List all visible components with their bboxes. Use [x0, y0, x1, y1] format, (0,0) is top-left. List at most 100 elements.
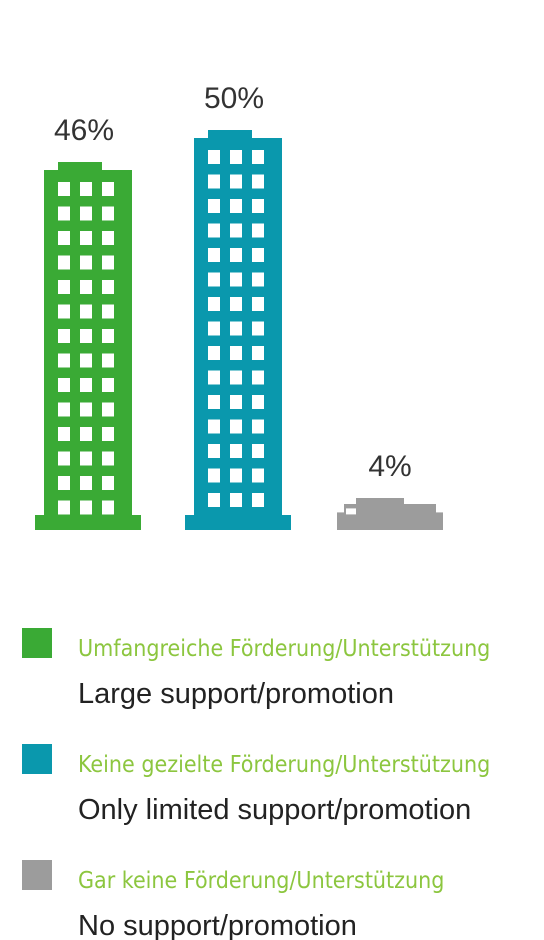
window: [80, 280, 92, 294]
legend-swatch: [22, 628, 52, 658]
window: [230, 297, 242, 311]
legend-sublabel: Large support/promotion: [78, 678, 394, 710]
window: [102, 378, 114, 392]
window: [102, 255, 114, 270]
window: [230, 468, 242, 483]
window: [102, 182, 114, 196]
building-cap: [208, 130, 252, 140]
window: [80, 476, 92, 490]
window: [58, 206, 70, 221]
window: [80, 402, 92, 417]
window: [252, 468, 264, 483]
window: [208, 395, 220, 409]
window: [252, 199, 264, 213]
legend-label: Umfangreiche Förderung/Unterstützung: [78, 636, 490, 662]
window: [80, 255, 92, 270]
window: [80, 500, 92, 515]
window: [80, 304, 92, 319]
value-label: 50%: [204, 82, 264, 115]
building-cap: [58, 162, 102, 172]
window: [102, 451, 114, 466]
window: [102, 280, 114, 294]
window: [208, 346, 220, 360]
legend-sublabel: No support/promotion: [78, 910, 357, 940]
window: [58, 500, 70, 515]
window: [58, 329, 70, 343]
window: [80, 231, 92, 245]
window: [230, 370, 242, 385]
window: [230, 395, 242, 409]
window: [208, 150, 220, 164]
window: [208, 370, 220, 385]
window: [80, 182, 92, 196]
window: [58, 476, 70, 490]
window: [58, 182, 70, 196]
window: [58, 402, 70, 417]
window: [58, 231, 70, 245]
window: [230, 321, 242, 336]
window: [58, 378, 70, 392]
window: [80, 451, 92, 466]
window: [102, 353, 114, 368]
window: [230, 223, 242, 238]
window: [230, 272, 242, 287]
window: [208, 199, 220, 213]
window: [102, 231, 114, 245]
window: [80, 378, 92, 392]
window: [252, 223, 264, 238]
window: [208, 321, 220, 336]
value-label: 4%: [368, 450, 411, 483]
window: [58, 353, 70, 368]
value-label: 46%: [54, 114, 114, 147]
window: [252, 248, 264, 262]
window: [230, 248, 242, 262]
window: [102, 476, 114, 490]
window: [230, 346, 242, 360]
window: [252, 370, 264, 385]
window: [252, 150, 264, 164]
window: [252, 272, 264, 287]
legend-sublabel: Only limited support/promotion: [78, 794, 471, 826]
window: [102, 329, 114, 343]
window: [208, 248, 220, 262]
window: [252, 346, 264, 360]
building-cap: [356, 498, 404, 506]
window: [208, 444, 220, 458]
legend-label: Gar keine Förderung/Unterstützung: [78, 868, 444, 894]
window: [102, 427, 114, 441]
window: [80, 206, 92, 221]
legend-swatch: [22, 860, 52, 890]
window: [208, 493, 220, 507]
window: [208, 174, 220, 189]
window: [252, 419, 264, 434]
window: [346, 508, 356, 515]
window: [58, 255, 70, 270]
window: [252, 297, 264, 311]
window: [208, 419, 220, 434]
building-step: [344, 504, 436, 520]
window: [80, 427, 92, 441]
window: [252, 493, 264, 507]
legend-label: Keine gezielte Förderung/Unterstützung: [78, 752, 490, 778]
window: [230, 150, 242, 164]
window: [102, 304, 114, 319]
window: [230, 493, 242, 507]
window: [102, 206, 114, 221]
window: [58, 304, 70, 319]
window: [58, 451, 70, 466]
window: [230, 174, 242, 189]
window: [252, 395, 264, 409]
window: [102, 500, 114, 515]
window: [208, 297, 220, 311]
window: [208, 468, 220, 483]
window: [80, 329, 92, 343]
window: [208, 272, 220, 287]
legend-swatch: [22, 744, 52, 774]
window: [252, 321, 264, 336]
window: [58, 280, 70, 294]
window: [58, 427, 70, 441]
window: [102, 402, 114, 417]
window: [230, 199, 242, 213]
window: [230, 419, 242, 434]
